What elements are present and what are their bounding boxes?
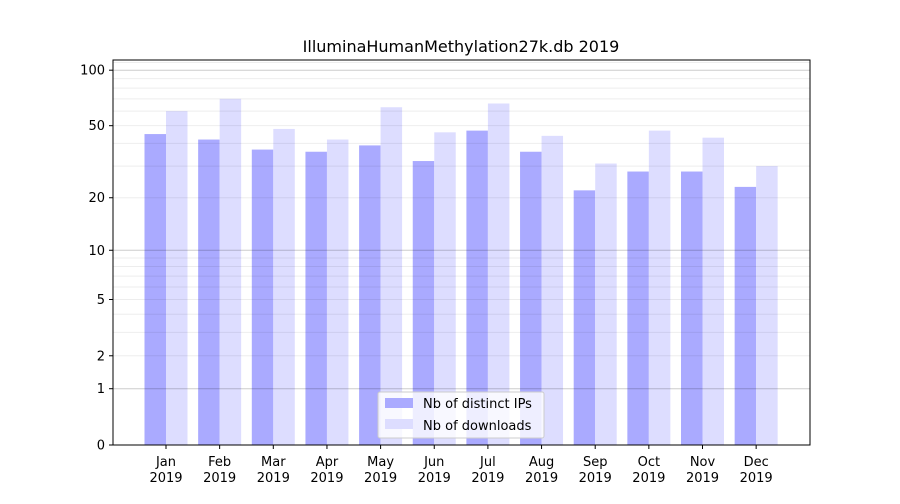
bar-downloads	[756, 166, 778, 445]
bar-downloads	[219, 98, 242, 445]
y-tick-label: 20	[88, 191, 105, 206]
bar-ips	[251, 149, 274, 445]
y-tick-label: 5	[97, 293, 105, 308]
chart-title: IlluminaHumanMethylation27k.db 2019	[303, 37, 620, 56]
x-tick-label: 2019	[471, 471, 504, 486]
x-tick-label: 2019	[686, 471, 719, 486]
x-tick-label: Apr	[316, 455, 339, 470]
bar-downloads	[648, 130, 671, 445]
bar-downloads	[273, 128, 295, 445]
y-tick-label: 0	[97, 439, 105, 454]
bar-ips	[520, 151, 542, 445]
x-tick-label: Nov	[690, 455, 716, 470]
x-tick-label: 2019	[579, 471, 612, 486]
bar-downloads	[434, 132, 456, 446]
plot-frame	[112, 59, 811, 446]
bar-downloads	[702, 137, 724, 445]
legend-swatch-downloads	[385, 419, 413, 429]
x-tick-label: May	[367, 455, 394, 470]
legend-swatch-ips	[385, 398, 413, 408]
x-tick-label: 2019	[632, 471, 665, 486]
x-tick-label: Jun	[423, 455, 444, 470]
x-tick-label: Mar	[261, 455, 286, 470]
x-tick-label: 2019	[257, 471, 290, 486]
legend-label-downloads: Nb of downloads	[423, 419, 532, 434]
bar-downloads	[541, 135, 564, 446]
x-tick-label: 2019	[310, 471, 343, 486]
y-tick-label: 2	[97, 349, 105, 364]
y-tick-label: 10	[88, 244, 105, 259]
bar-ips	[734, 186, 757, 445]
x-tick-label: 2019	[203, 471, 236, 486]
y-tick-label: 100	[80, 64, 105, 79]
x-tick-label: 2019	[418, 471, 451, 486]
bar-ips	[144, 134, 166, 446]
x-tick-label: Dec	[744, 455, 769, 470]
bar-ips	[627, 171, 649, 446]
x-tick-label: Aug	[529, 455, 554, 470]
bar-downloads	[380, 107, 403, 445]
x-tick-label: Oct	[638, 455, 660, 470]
bar-ips	[573, 190, 596, 445]
bar-ips	[359, 145, 381, 445]
y-tick-label: 50	[88, 119, 105, 134]
x-tick-label: 2019	[525, 471, 558, 486]
bar-downloads	[166, 111, 188, 446]
bar-downloads	[326, 139, 349, 446]
x-tick-label: Jul	[479, 455, 496, 470]
y-tick-label: 1	[97, 382, 105, 397]
bar-ips	[198, 139, 220, 446]
bar-ips	[412, 161, 435, 445]
bar-ips	[466, 130, 488, 445]
x-tick-label: Sep	[583, 455, 608, 470]
x-tick-label: Jan	[155, 455, 176, 470]
bar-ips	[681, 171, 703, 446]
legend: Nb of distinct IPs Nb of downloads	[377, 391, 545, 439]
x-tick-label: 2019	[740, 471, 773, 486]
x-tick-label: 2019	[149, 471, 182, 486]
bar-ips	[305, 151, 327, 445]
x-tick-label: 2019	[364, 471, 397, 486]
legend-label-ips: Nb of distinct IPs	[423, 397, 532, 412]
x-tick-label: Feb	[208, 455, 231, 470]
bar-downloads	[487, 103, 510, 445]
bar-downloads	[595, 163, 617, 445]
